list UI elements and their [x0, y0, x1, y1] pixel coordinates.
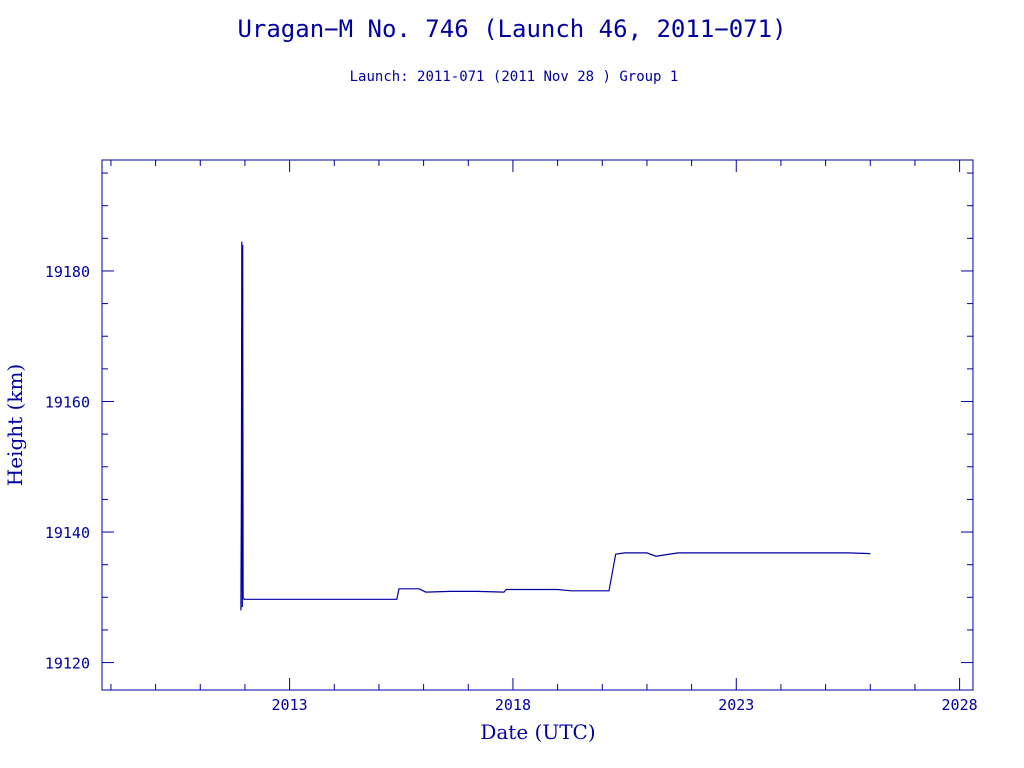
plot-frame [101, 159, 974, 691]
y-tick-label: 19180 [45, 263, 90, 281]
chart-title: Uragan−M No. 746 (Launch 46, 2011−071) [237, 15, 786, 43]
x-axis-ticks: 2013 2018 2023 2028 [110, 160, 978, 714]
height-series-line [240, 241, 871, 611]
x-tick-label: 2018 [495, 696, 531, 714]
chart-subtitle: Launch: 2011-071 (2011 Nov 28 ) Group 1 [350, 69, 679, 85]
y-axis-label: Height (km) [3, 364, 27, 486]
y-tick-label: 19160 [45, 394, 90, 412]
y-tick-label: 19140 [45, 524, 90, 542]
x-tick-label: 2023 [718, 696, 754, 714]
y-tick-label: 19120 [45, 655, 90, 673]
x-tick-label: 2028 [942, 696, 978, 714]
series-group [240, 241, 871, 611]
x-axis-label: Date (UTC) [480, 720, 595, 744]
y-axis-ticks: 19120 19140 19160 19180 [45, 172, 973, 673]
x-tick-label: 2013 [272, 696, 308, 714]
